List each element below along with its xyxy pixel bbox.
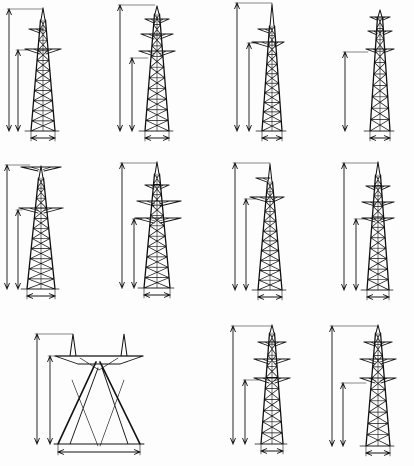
tower-t9 (35, 334, 145, 455)
tower-t5 (5, 165, 64, 299)
tower-t8 (342, 162, 395, 300)
tower-t4 (343, 10, 395, 141)
tower-t3 (235, 3, 287, 141)
tower-t11 (330, 325, 397, 456)
tower-t2 (118, 5, 176, 141)
tower-t7 (233, 163, 287, 300)
tower-t1 (7, 8, 62, 141)
tower-t6 (120, 162, 182, 298)
tower-t10 (231, 325, 291, 454)
